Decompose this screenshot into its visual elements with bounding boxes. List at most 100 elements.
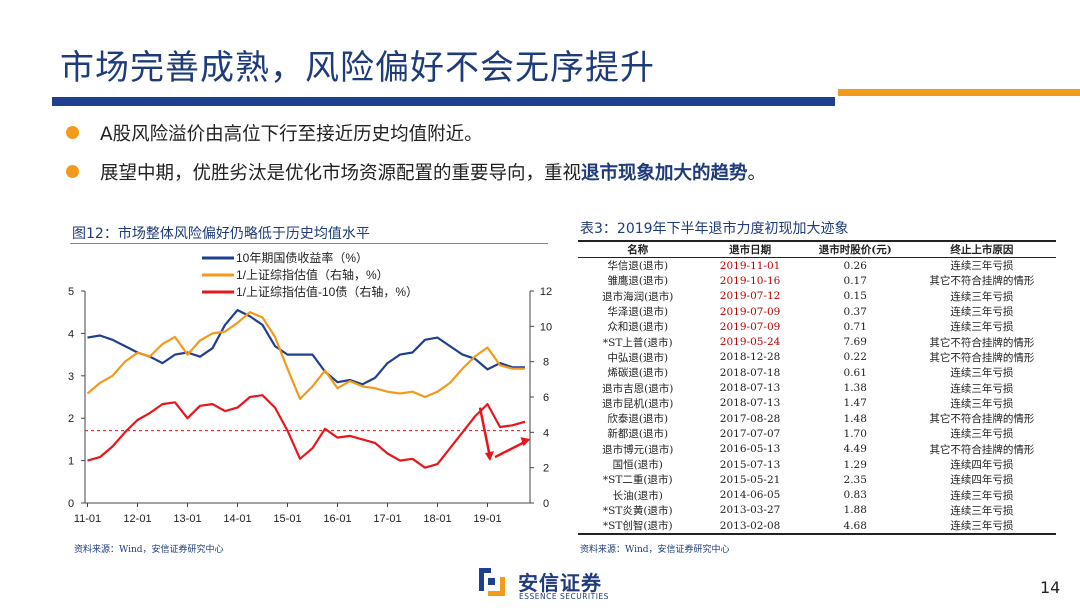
table-row: 华泽退(退市) 2019-07-09 0.37 连续三年亏损 [578,304,1056,319]
cell-name: 烯碳退(退市) [607,367,669,380]
legend-label-1: 1/上证综指估值（右轴，%） [236,267,389,282]
table-title: 表3：2019年下半年退市力度初现加大迹象 [580,221,849,237]
x-tick-label: 17-01 [373,513,401,525]
cell-reason: 连续三年亏损 [950,321,1014,334]
table-row: *ST创智(退市) 2013-02-08 4.68 连续三年亏损 [578,518,1056,536]
cell-reason: 连续四年亏损 [950,459,1014,471]
x-tick-label: 16-01 [323,513,351,525]
table-row: 退市昆机(退市) 2018-07-13 1.47 连续三年亏损 [578,396,1056,411]
cell-price: 2.35 [843,473,867,486]
cell-name: 众和退(退市) [607,321,669,334]
cell-price: 0.26 [843,259,867,272]
cell-name: 雏鹰退(退市) [607,275,669,288]
cell-reason: 连续三年亏损 [950,489,1014,502]
table-row: 长油(退市) 2014-06-05 0.83 连续三年亏损 [578,487,1056,502]
title-underline-orange [838,89,1080,96]
cell-reason: 其它不符合挂牌的情形 [929,413,1035,426]
y-left-tick-label: 2 [68,413,74,425]
cell-price: 0.15 [843,290,867,303]
cell-reason: 连续三年亏损 [950,306,1014,319]
cell-name: 退市博元(退市) [602,443,674,456]
y-right-tick-label: 2 [543,463,549,475]
cell-name: 长油(退市) [612,489,663,502]
cell-date: 2017-07-07 [719,427,781,440]
cell-date: 2018-07-13 [719,382,781,395]
cell-price: 0.37 [843,305,867,318]
cell-price: 7.69 [843,336,867,349]
cell-price: 1.88 [843,504,867,517]
cell-reason: 连续三年亏损 [950,397,1014,410]
y-right-tick-label: 6 [543,392,549,404]
col-header-price: 退市时股价(元) [802,240,908,258]
table-row: 中弘退(退市) 2018-12-28 0.22 其它不符合挂牌的情形 [578,350,1056,365]
cell-reason: 其它不符合挂牌的情形 [929,275,1035,288]
legend-label-2: 1/上证综指估值-10债（右轴，%） [236,284,418,299]
cell-name: 退市海润(退市) [602,290,674,303]
table-row: 退市博元(退市) 2016-05-13 4.49 其它不符合挂牌的情形 [578,442,1056,457]
figure-title: 图12：市场整体风险偏好仍略低于历史均值水平 [72,226,370,242]
legend-label-0: 10年期国债收益率（%） [236,250,368,265]
cell-price: 4.49 [843,443,867,456]
x-tick-label: 19-01 [473,513,501,525]
cell-name: 华信退(退市) [607,260,669,273]
cell-date: 2015-05-21 [719,473,781,486]
cell-price: 0.17 [843,274,867,287]
cell-price: 1.47 [843,397,867,410]
cell-price: 1.29 [843,458,867,471]
cell-date: 2019-07-12 [719,290,781,303]
cell-price: 0.83 [843,489,867,502]
cell-date: 2016-05-13 [719,443,781,456]
y-right-tick-label: 10 [540,321,552,333]
bullet-text: A股风险溢价由高位下行至接近历史均值附近。 [100,124,483,145]
cell-price: 0.71 [843,320,867,333]
page-number: 14 [1040,578,1061,597]
col-header-name: 名称 [578,240,698,258]
cell-name: *ST创智(退市) [578,518,698,536]
y-left-tick-label: 4 [68,328,74,340]
cell-name: 新都退(退市) [607,428,669,441]
table-row: 众和退(退市) 2019-07-09 0.71 连续三年亏损 [578,319,1056,334]
cell-name: 国恒(退市) [612,459,663,471]
cell-reason: 连续三年亏损 [950,260,1014,273]
cell-reason: 连续三年亏损 [907,518,1056,536]
x-tick-label: 11-01 [74,513,101,525]
col-header-reason: 终止上市原因 [907,240,1056,258]
table-row: 新都退(退市) 2017-07-07 1.70 连续三年亏损 [578,426,1056,441]
bullet-text: 展望中期，优胜劣汰是优化市场资源配置的重要导向，重视退市现象加大的趋势。 [100,163,767,184]
table-source: 资料来源：Wind，安信证券研究中心 [580,545,730,555]
cell-reason: 其它不符合挂牌的情形 [929,443,1035,456]
bullet-dot-icon [66,126,79,139]
x-tick-label: 12-01 [123,513,151,525]
table-row: *ST二重(退市) 2015-05-21 2.35 连续四年亏损 [578,472,1056,487]
cell-reason: 连续三年亏损 [950,428,1014,441]
table-row: 国恒(退市) 2015-07-13 1.29 连续四年亏损 [578,457,1056,472]
company-logo-icon [479,568,505,596]
delisting-table: 名称 退市日期 退市时股价(元) 终止上市原因 华信退(退市) 2019-11-0… [578,240,1056,536]
y-right-tick-label: 4 [543,427,549,439]
cell-date: 2018-12-28 [719,351,781,364]
cell-date: 2019-05-24 [719,336,781,349]
cell-date: 2019-07-09 [719,305,781,318]
company-logo-en: ESSENCE SECURITIES [519,592,609,601]
figure-title-rule [70,243,548,244]
x-tick-label: 14-01 [223,513,251,525]
cell-date: 2018-07-13 [719,397,781,410]
x-tick-label: 18-01 [423,513,451,525]
cell-date: 2019-10-16 [719,274,781,287]
cell-reason: 连续三年亏损 [950,382,1014,395]
cell-date: 2014-06-05 [719,489,781,502]
cell-price: 4.68 [802,518,908,536]
table-row: *ST上普(退市) 2019-05-24 7.69 其它不符合挂牌的情形 [578,334,1056,349]
col-header-date: 退市日期 [697,240,803,258]
table-row: 华信退(退市) 2019-11-01 0.26 连续三年亏损 [578,258,1056,274]
bullet-dot-icon [66,165,79,178]
cell-name: *ST上普(退市) [602,336,673,349]
cell-reason: 连续三年亏损 [950,504,1014,517]
series-line-2 [87,394,526,469]
cell-price: 1.38 [843,382,867,395]
cell-date: 2015-07-13 [719,458,781,471]
table-row: 烯碳退(退市) 2018-07-18 0.61 连续三年亏损 [578,365,1056,380]
cell-name: 中弘退(退市) [607,351,669,364]
slide-title: 市场完善成熟，风险偏好不会无序提升 [60,48,655,88]
cell-date: 2013-02-08 [697,518,803,536]
